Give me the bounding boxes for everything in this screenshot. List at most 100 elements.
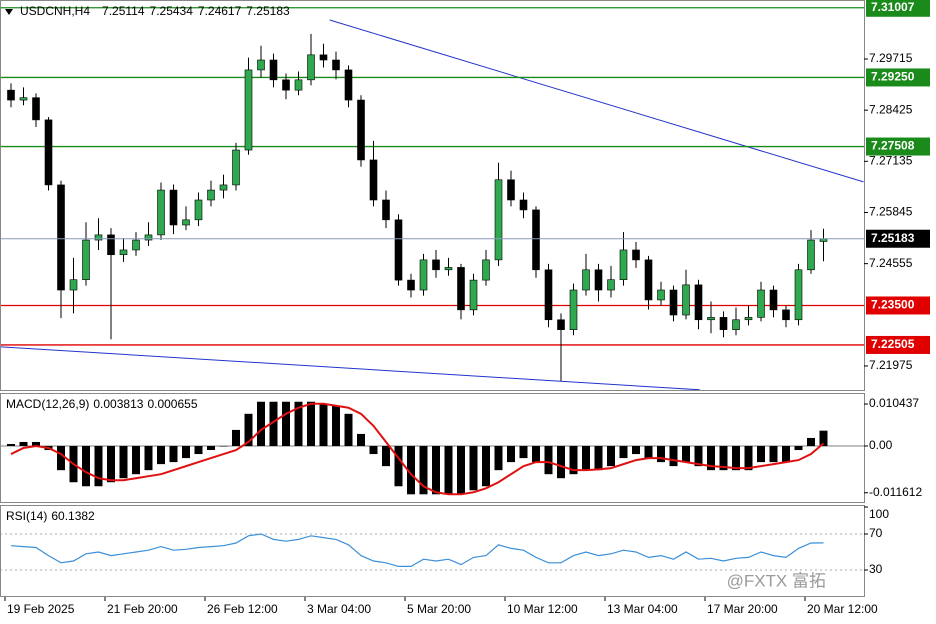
macd-bar [319, 403, 328, 447]
macd-bar [494, 446, 503, 471]
ohlc-value: 7.25434 [150, 4, 194, 18]
candle-body [44, 119, 53, 186]
macd-bar [194, 446, 203, 455]
candle-body [219, 184, 228, 191]
candle-body [132, 239, 140, 251]
indicator-title: MACD(12,26,9) [6, 397, 89, 411]
price-panel [0, 0, 865, 391]
trend-line [329, 19, 864, 183]
level-tag [866, 137, 930, 156]
macd-bar [119, 446, 128, 479]
candle-body [432, 259, 440, 271]
macd-bar [782, 446, 790, 463]
macd-bar [32, 441, 40, 447]
x-tick-label: 10 Mar 12:00 [507, 602, 578, 616]
candle-body [82, 239, 90, 281]
macd-bar [594, 446, 603, 471]
macd-bar [457, 446, 465, 495]
macd-bar [757, 446, 765, 463]
candle-body [657, 289, 665, 301]
price-plot [1, 7, 864, 390]
macd-bar [19, 441, 28, 447]
level-label: 7.23500 [871, 298, 915, 312]
candle-body [157, 189, 165, 236]
candle-body [757, 289, 765, 318]
candle-body [269, 59, 278, 81]
candle-body [419, 259, 428, 291]
candle-body [469, 279, 478, 311]
indicator-value: 0.003813 [93, 397, 143, 411]
y-tick-label: -0.011612 [869, 485, 922, 499]
y-tick-label: 7.28425 [869, 102, 913, 116]
watermark: @FXTX 富拓 [727, 571, 826, 590]
macd-bar [394, 446, 403, 487]
macd-bar [619, 446, 628, 459]
y-tick-label: 7.24555 [869, 256, 913, 270]
candle-body [169, 189, 178, 226]
candle-body [282, 79, 290, 91]
candle-body [7, 89, 15, 101]
macd-bar [282, 401, 290, 447]
candle-body [382, 199, 390, 221]
candle-body [682, 284, 690, 316]
candle-body [332, 59, 340, 71]
menu-icon [5, 9, 13, 15]
axes: 7.29715 7.28425 7.27135 7.25845 7.24555 7.219… [4, 0, 930, 616]
symbol: USDCNH,H4 [20, 4, 90, 18]
candle-body [257, 59, 265, 71]
macd-bar [182, 446, 190, 459]
level-label: 7.27508 [871, 139, 915, 153]
macd-bar [819, 430, 828, 447]
macd-bar [569, 446, 578, 475]
x-tick-label: 26 Feb 12:00 [207, 602, 278, 616]
macd-bar [419, 446, 428, 495]
macd-bar [82, 446, 90, 487]
macd-bar [719, 446, 728, 471]
macd-bar [94, 446, 103, 487]
ohlc-value: 7.25183 [246, 4, 290, 18]
macd-bar [382, 446, 390, 467]
candle-body [294, 79, 303, 91]
macd-bar [144, 446, 153, 471]
candle-body [232, 149, 240, 186]
macd-bar [207, 446, 215, 451]
x-tick-label: 19 Feb 2025 [7, 602, 75, 616]
candle-body [719, 317, 728, 330]
level-label: 7.29250 [871, 70, 915, 84]
candle-body [94, 234, 103, 241]
candle-body [407, 279, 415, 291]
macd-bar [532, 446, 540, 463]
candle-body [619, 249, 628, 281]
macd-bar [519, 446, 528, 459]
macd-bar [794, 446, 803, 451]
candle-body [344, 69, 353, 101]
y-tick-label: 0.010437 [869, 396, 919, 410]
candle-body [544, 269, 553, 321]
y-tick-label: 30 [869, 562, 883, 576]
y-tick-label: 100 [869, 507, 889, 521]
macd-bar [257, 401, 265, 447]
level-tag [866, 335, 930, 354]
x-tick-label: 5 Mar 20:00 [407, 602, 471, 616]
signal-line [10, 402, 825, 496]
macd-bar [244, 413, 253, 447]
candle-body [444, 267, 453, 271]
candle-body [507, 179, 515, 201]
trend-line [1, 346, 700, 390]
macd-bar [294, 401, 303, 447]
x-tick-label: 13 Mar 04:00 [607, 602, 678, 616]
macd-bar [632, 446, 640, 455]
candle-body [457, 267, 465, 311]
macd-bar [607, 446, 615, 467]
candle-body [319, 54, 328, 61]
level-tag [866, 0, 930, 17]
candle-body [119, 249, 128, 256]
price-label: 7.25183 [871, 231, 915, 245]
macd-bar [669, 446, 678, 467]
macd-bar [357, 433, 365, 447]
macd-bar [169, 446, 178, 463]
candle-body [182, 219, 190, 226]
y-tick-label: 0.00 [869, 438, 893, 452]
